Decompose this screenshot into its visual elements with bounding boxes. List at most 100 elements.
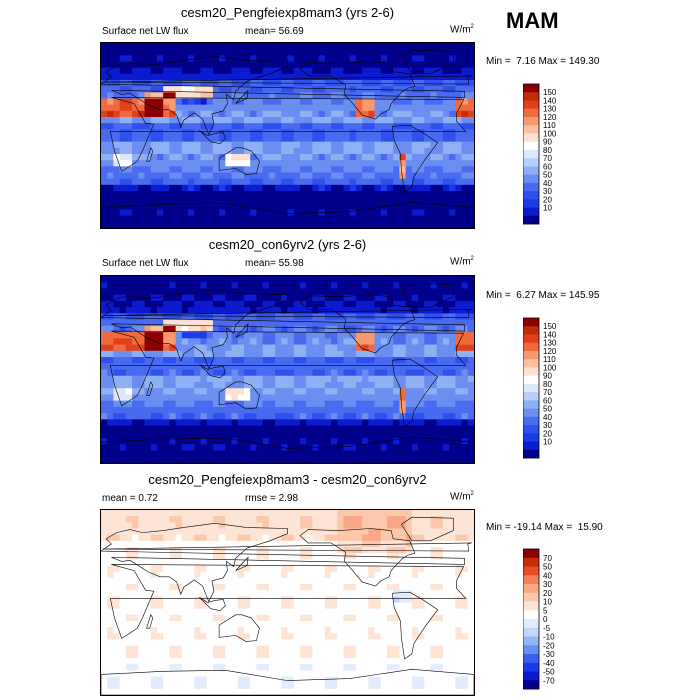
field-cell	[349, 110, 357, 118]
field-cell	[293, 534, 301, 542]
field-cell	[399, 319, 407, 327]
field-cell	[163, 325, 170, 333]
field-cell	[374, 338, 382, 345]
field-cell	[262, 209, 270, 217]
field-cell	[424, 456, 431, 463]
field-cell	[206, 553, 214, 560]
field-cell	[331, 67, 338, 75]
field-cell	[225, 288, 232, 296]
field-cell	[299, 553, 307, 560]
field-cell	[337, 413, 344, 420]
field-cell	[393, 534, 400, 542]
field-cell	[119, 425, 127, 433]
field-cell	[293, 61, 301, 69]
field-cell	[306, 154, 313, 161]
field-cell	[324, 294, 332, 302]
field-cell	[194, 400, 201, 408]
field-cell	[343, 633, 351, 640]
field-cell	[125, 43, 133, 50]
field-cell	[293, 288, 301, 296]
field-cell	[355, 571, 363, 579]
field-cell	[355, 166, 363, 173]
field-cell	[467, 98, 474, 106]
field-cell	[461, 413, 469, 420]
field-cell	[275, 394, 282, 402]
field-cell	[138, 55, 145, 62]
field-cell	[250, 98, 257, 106]
field-cell	[331, 215, 338, 223]
field-cell	[250, 319, 257, 327]
field-cell	[281, 639, 288, 647]
field-cell	[169, 129, 176, 136]
field-cell	[262, 172, 270, 180]
field-cell	[200, 394, 208, 402]
field-cell	[337, 444, 344, 451]
field-cell	[324, 215, 332, 223]
field-cell	[355, 534, 363, 542]
field-cell	[299, 381, 307, 389]
field-cell	[368, 602, 375, 610]
field-cell	[306, 400, 313, 408]
field-cell	[200, 553, 208, 560]
field-cell	[156, 438, 164, 445]
field-cell	[107, 209, 114, 217]
field-cell	[275, 154, 282, 161]
field-cell	[275, 510, 282, 517]
field-cell	[418, 621, 425, 628]
field-cell	[306, 197, 313, 204]
field-cell	[399, 522, 407, 529]
field-cell	[163, 425, 170, 433]
field-cell	[262, 602, 270, 610]
field-cell	[231, 166, 239, 173]
field-cell	[200, 621, 208, 628]
field-cell	[138, 160, 145, 167]
field-cell	[461, 294, 469, 302]
colorbar-frame	[522, 317, 540, 459]
field-cell	[243, 338, 251, 345]
field-cell	[299, 129, 307, 136]
field-cell	[256, 516, 264, 523]
field-cell	[243, 621, 251, 628]
field-cell	[331, 425, 338, 433]
field-cell	[287, 516, 295, 523]
field-cell	[418, 86, 425, 93]
field-cell	[362, 381, 369, 389]
field-cell	[163, 215, 170, 223]
field-cell	[194, 191, 201, 198]
field-cell	[293, 307, 301, 314]
field-cell	[250, 73, 257, 81]
field-cell	[467, 80, 474, 87]
field-cell	[455, 319, 462, 327]
field-cell	[349, 221, 357, 228]
field-cell	[380, 510, 388, 517]
field-cell	[237, 221, 245, 228]
field-cell	[188, 394, 195, 402]
field-cell	[119, 363, 127, 370]
field-cell	[256, 571, 264, 579]
field-cell	[281, 614, 288, 622]
field-cell	[324, 431, 332, 439]
field-cell	[138, 104, 145, 112]
field-cell	[237, 388, 245, 395]
field-cell	[349, 406, 357, 414]
field-cell	[144, 184, 152, 192]
field-cell	[442, 332, 450, 339]
field-cell	[212, 221, 220, 228]
field-cell	[256, 577, 264, 585]
field-cell	[262, 639, 270, 647]
field-cell	[206, 110, 214, 118]
field-cell	[411, 191, 419, 198]
field-cell	[212, 639, 220, 647]
field-cell	[250, 444, 257, 451]
field-cell	[188, 98, 195, 106]
field-cell	[467, 135, 474, 143]
field-cell	[368, 540, 375, 548]
field-cell	[449, 450, 456, 458]
field-cell	[418, 419, 425, 427]
field-cell	[467, 590, 474, 597]
field-cell	[275, 129, 282, 136]
field-cell	[231, 344, 239, 352]
field-cell	[405, 55, 413, 62]
field-cell	[418, 577, 425, 585]
field-cell	[194, 221, 201, 228]
